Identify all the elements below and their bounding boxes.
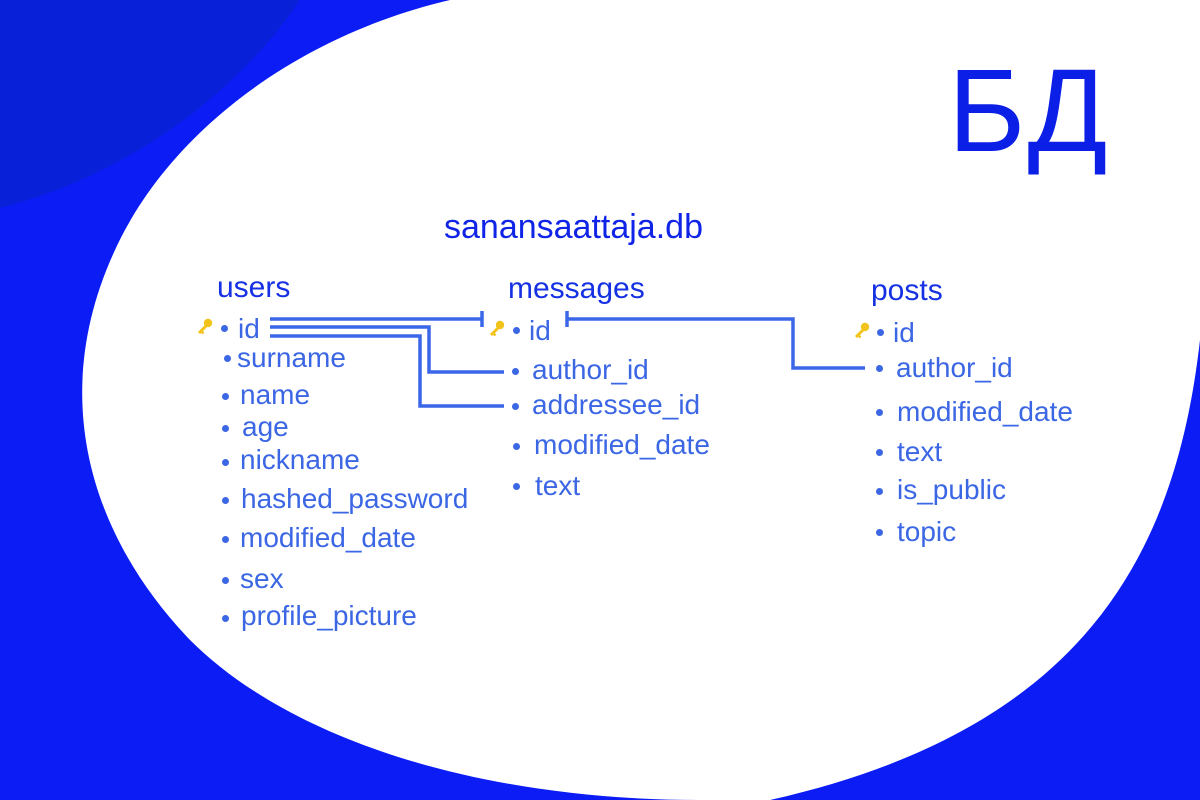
relation-users-id-to-messages-author-id [270,325,504,374]
users-field-nickname: nickname [240,444,360,475]
field-bullet [876,449,883,456]
field-bullet [876,365,883,372]
background-right-shape [770,340,1200,800]
field-bullet [222,615,229,622]
posts-field-topic: topic [897,516,957,547]
key-icon [489,320,505,337]
users-field-profile-picture: profile_picture [241,600,417,631]
messages-field-id: id [529,315,551,346]
field-bullet [222,536,229,543]
field-bullet [224,355,231,362]
messages-field-modified-date: modified_date [534,429,710,460]
field-bullet [877,329,884,336]
key-icon [197,318,213,335]
field-bullet [221,325,228,332]
table-users-title: users [217,271,291,304]
field-bullet [222,425,229,432]
field-bullet [513,483,520,490]
database-name: sanansaattaja.db [444,208,703,246]
posts-field-text: text [897,436,943,467]
field-bullet [222,577,229,584]
field-bullet [222,459,229,466]
users-field-surname: surname [237,342,346,373]
field-bullet [876,529,883,536]
users-field-age: age [242,411,289,442]
users-field-hashed-password: hashed_password [241,483,469,514]
posts-field-is-public: is_public [897,474,1006,505]
table-messages-title: messages [508,272,645,305]
users-field-sex: sex [240,563,284,594]
users-field-id: id [238,313,260,344]
field-bullet [513,443,520,450]
relation-messages-id-to-posts-author-id [567,317,865,370]
field-bullet [512,403,519,410]
posts-field-modified-date: modified_date [897,396,1073,427]
messages-field-author-id: author_id [532,354,649,385]
messages-field-text: text [535,470,581,501]
background-corner-shape [0,0,300,208]
field-bullet [222,497,229,504]
field-bullet [512,368,519,375]
field-bullet [513,327,520,334]
users-field-name: name [240,379,311,410]
relation-users-id-to-messages-addressee-id [270,334,504,408]
table-posts-title: posts [871,274,943,307]
posts-field-id: id [893,317,915,348]
messages-field-addressee-id: addressee_id [532,389,701,420]
page-title: БД [948,45,1110,177]
field-bullet [876,488,883,495]
field-bullet [876,409,883,416]
posts-field-author-id: author_id [896,352,1013,383]
key-icon [854,322,870,339]
users-field-modified-date: modified_date [240,522,416,553]
field-bullet [222,393,229,400]
